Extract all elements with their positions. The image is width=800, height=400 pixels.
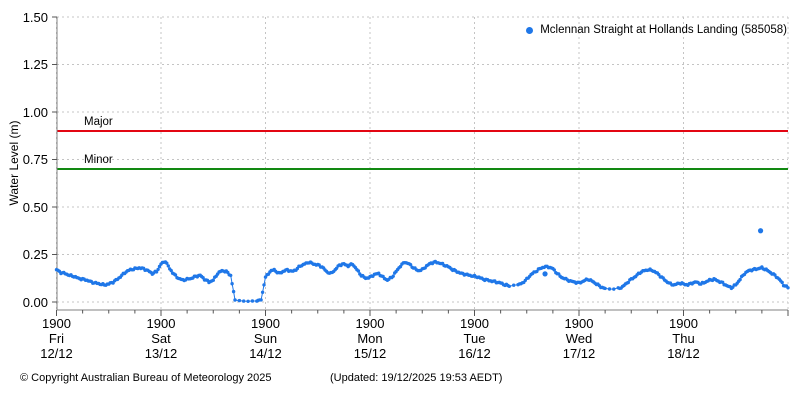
y-tick-label: 0.75 xyxy=(22,152,48,167)
x-tick-day-label: Fri xyxy=(48,331,65,346)
x-tick-date-label: 12/12 xyxy=(40,346,73,361)
y-tick-label: 1.00 xyxy=(22,104,48,120)
y-tick-label: 1.50 xyxy=(22,9,48,25)
y-tick-label: 0.00 xyxy=(22,294,48,310)
updated-timestamp: (Updated: 19/12/2025 19:53 AEDT) xyxy=(330,372,503,384)
legend-marker-icon xyxy=(526,26,534,34)
x-tick-date-label: 13/12 xyxy=(144,346,178,361)
x-tick-day-label: Sun xyxy=(253,331,278,346)
x-tick-date-label: 16/12 xyxy=(458,346,491,361)
x-tick-date-label: 14/12 xyxy=(249,346,282,361)
x-tick-time-label: 1900 xyxy=(564,316,594,331)
x-tick-day-label: Thu xyxy=(672,331,695,346)
minor-threshold-label: Minor xyxy=(84,154,113,166)
y-tick-label: 1.25 xyxy=(22,57,48,72)
x-tick-time-label: 1900 xyxy=(669,316,698,331)
y-tick-label: 0.25 xyxy=(22,247,48,262)
x-tick-day-label: Wed xyxy=(565,331,593,346)
legend: Mclennan Straight at Hollands Landing (5… xyxy=(526,24,787,36)
legend-series-label: Mclennan Straight at Hollands Landing (5… xyxy=(540,24,787,36)
x-tick-day-label: Mon xyxy=(357,331,383,346)
x-tick-day-label: Sat xyxy=(151,331,171,346)
major-threshold-label: Major xyxy=(84,116,113,128)
x-tick-date-label: 18/12 xyxy=(667,346,700,361)
x-tick-time-label: 1900 xyxy=(42,316,71,331)
x-tick-date-label: 15/12 xyxy=(353,346,387,361)
x-tick-day-label: Tue xyxy=(463,331,486,346)
x-tick-time-label: 1900 xyxy=(146,316,176,331)
y-tick-label: 0.50 xyxy=(22,199,48,215)
x-tick-time-label: 1900 xyxy=(355,316,385,331)
copyright-text: © Copyright Australian Bureau of Meteoro… xyxy=(20,372,272,384)
x-tick-time-label: 1900 xyxy=(460,316,489,331)
x-tick-date-label: 17/12 xyxy=(562,346,596,361)
x-tick-time-label: 1900 xyxy=(251,316,280,331)
